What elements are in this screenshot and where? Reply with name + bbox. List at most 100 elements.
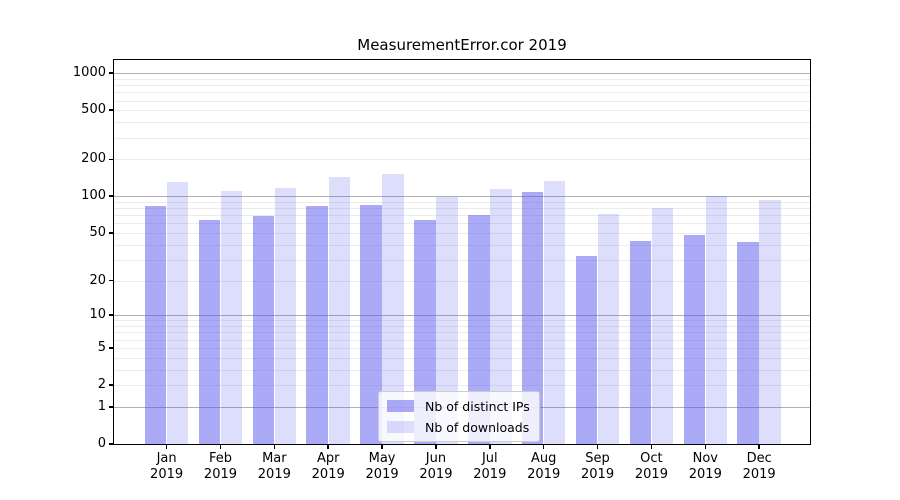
- x-tick-year: 2019: [257, 466, 291, 482]
- y-tick-mark: [108, 72, 113, 74]
- x-tick-label-feb: Feb 2019: [188, 451, 252, 482]
- x-tick-year: 2019: [365, 466, 399, 482]
- x-tick-label-nov: Nov 2019: [673, 451, 737, 482]
- x-tick-month: Apr: [316, 451, 340, 466]
- x-tick-year: 2019: [527, 466, 561, 482]
- x-tick-year: 2019: [419, 466, 453, 482]
- legend-row-distinct-ips: Nb of distinct IPs: [387, 397, 530, 415]
- gridline-minor: [114, 332, 810, 334]
- y-tick-label: 500: [81, 102, 106, 118]
- gridline-minor: [114, 100, 810, 102]
- gridline-minor: [114, 357, 810, 359]
- bar-distinct-ips-jan: [144, 205, 167, 444]
- gridline-minor: [114, 92, 810, 94]
- gridline-minor: [114, 244, 810, 246]
- y-tick-label: 5: [97, 339, 106, 355]
- gridline-minor: [114, 137, 810, 139]
- y-tick-mark: [108, 443, 113, 445]
- bar-distinct-ips-mar: [252, 215, 275, 444]
- gridline-minor: [114, 201, 810, 203]
- x-tick-mark: [704, 445, 707, 449]
- legend-label-downloads: Nb of downloads: [425, 419, 530, 435]
- gridline-minor: [114, 215, 810, 217]
- x-tick-label-jul: Jul 2019: [458, 451, 522, 482]
- gridline-minor: [114, 369, 810, 371]
- x-tick-month: Oct: [640, 451, 663, 466]
- y-tick-label: 0: [97, 436, 106, 451]
- x-tick-label-apr: Apr 2019: [296, 451, 360, 482]
- x-tick-month: May: [368, 451, 396, 466]
- x-tick-label-dec: Dec 2019: [727, 451, 791, 482]
- y-tick-label: 50: [89, 224, 106, 240]
- x-tick-label-mar: Mar 2019: [242, 451, 306, 482]
- x-tick-month: Jul: [481, 451, 498, 466]
- x-tick-mark: [273, 445, 276, 449]
- x-tick-year: 2019: [473, 466, 507, 482]
- y-tick-label: 20: [89, 272, 106, 288]
- bar-distinct-ips-dec: [737, 242, 759, 444]
- gridline-minor: [114, 223, 810, 225]
- y-tick-mark: [108, 109, 113, 112]
- x-tick-mark: [327, 445, 329, 449]
- y-tick-label: 1000: [72, 65, 106, 81]
- bar-downloads-mar: [274, 188, 297, 444]
- x-tick-mark: [542, 445, 545, 449]
- x-tick-mark: [758, 445, 760, 449]
- x-tick-month: Aug: [530, 451, 557, 466]
- gridline-minor: [114, 280, 810, 282]
- legend-row-downloads: Nb of downloads: [387, 418, 530, 436]
- y-tick-mark: [108, 405, 113, 408]
- y-tick-mark: [108, 384, 113, 386]
- gridline-major: [114, 73, 810, 75]
- bar-downloads-aug: [543, 180, 566, 444]
- bar-distinct-ips-may: [360, 204, 382, 444]
- gridline-minor: [114, 339, 810, 341]
- gridline-minor: [114, 385, 810, 387]
- bar-distinct-ips-jul: [468, 215, 490, 444]
- y-tick-mark: [108, 314, 113, 317]
- x-tick-year: 2019: [150, 466, 184, 482]
- bar-distinct-ips-aug: [521, 191, 544, 444]
- gridline-minor: [114, 347, 810, 349]
- x-tick-label-aug: Aug 2019: [512, 451, 576, 482]
- x-tick-label-oct: Oct 2019: [619, 451, 683, 482]
- gridline-major: [114, 196, 810, 198]
- bar-distinct-ips-jun: [414, 219, 436, 444]
- bar-downloads-jul: [490, 188, 512, 444]
- x-tick-mark: [165, 445, 168, 449]
- gridline-minor: [114, 110, 810, 112]
- legend: Nb of distinct IPs Nb of downloads: [378, 391, 540, 442]
- x-tick-month: Dec: [746, 451, 772, 466]
- gridline-minor: [114, 85, 810, 87]
- y-tick-mark: [108, 195, 113, 198]
- gridline-minor: [114, 208, 810, 210]
- x-tick-year: 2019: [581, 466, 615, 482]
- bar-distinct-ips-feb: [198, 219, 221, 444]
- bar-downloads-dec: [759, 200, 781, 444]
- y-tick-label: 100: [81, 188, 106, 204]
- gridline-minor: [114, 159, 810, 161]
- bar-downloads-jun: [436, 197, 458, 444]
- bar-distinct-ips-apr: [306, 205, 328, 444]
- bar-downloads-apr: [328, 176, 350, 444]
- bar-downloads-nov: [705, 195, 728, 444]
- y-tick-mark: [108, 279, 113, 282]
- x-tick-label-may: May 2019: [350, 451, 414, 482]
- y-tick-mark: [108, 158, 113, 161]
- x-tick-mark: [596, 445, 599, 449]
- bar-downloads-jan: [166, 182, 189, 444]
- gridline-major: [114, 315, 810, 317]
- chart-title: MeasurementError.cor 2019: [357, 36, 567, 54]
- gridline-minor: [114, 78, 810, 80]
- x-tick-mark: [435, 445, 437, 449]
- bar-downloads-feb: [220, 190, 243, 444]
- bar-downloads-may: [382, 173, 404, 444]
- x-tick-year: 2019: [742, 466, 776, 482]
- x-tick-label-sep: Sep 2019: [566, 451, 630, 482]
- bar-downloads-oct: [651, 208, 674, 444]
- x-tick-month: Feb: [208, 451, 232, 466]
- y-tick-mark: [108, 347, 113, 349]
- x-tick-month: Mar: [262, 451, 287, 466]
- y-tick-label: 2: [97, 377, 106, 393]
